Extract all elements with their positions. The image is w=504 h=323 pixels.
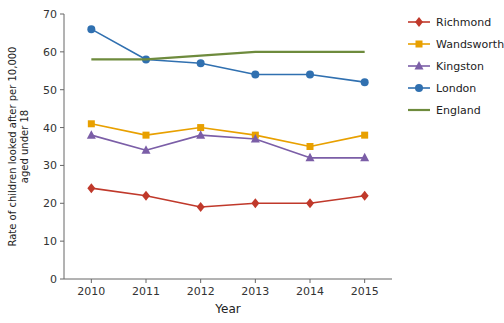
point	[251, 198, 259, 208]
point	[251, 71, 259, 79]
legend-label: London	[436, 82, 476, 95]
series	[91, 52, 364, 60]
line	[91, 135, 364, 158]
x-tick	[310, 279, 311, 283]
y-tick-label: 50	[43, 84, 57, 97]
legend-marker	[416, 41, 423, 48]
x-tick-label: 2011	[132, 285, 160, 298]
y-tick	[60, 89, 64, 90]
legend-label: Kingston	[436, 60, 484, 73]
x-tick	[91, 279, 92, 283]
y-tick	[60, 203, 64, 204]
legend-label: Richmond	[436, 16, 491, 29]
x-tick	[146, 279, 147, 283]
y-tick	[60, 51, 64, 52]
y-tick	[60, 127, 64, 128]
y-tick	[60, 165, 64, 166]
plot-area	[87, 25, 369, 212]
x-tick-label: 2010	[77, 285, 105, 298]
point	[306, 71, 314, 79]
point	[307, 143, 314, 150]
legend-label: Wandsworth	[436, 38, 504, 51]
x-tick	[200, 279, 201, 283]
line	[91, 29, 364, 82]
y-tick	[60, 279, 64, 280]
point	[87, 130, 96, 139]
x-tick	[255, 279, 256, 283]
point	[360, 153, 369, 162]
point	[306, 198, 314, 208]
x-tick	[364, 279, 365, 283]
y-axis-label: Rate of children looked after per 10,000…	[7, 47, 30, 247]
point	[361, 78, 369, 86]
y-tick	[60, 241, 64, 242]
axes: 0 10 20 30 40 50 60 70 2010 2011 2012 2013 2014 2015	[43, 8, 392, 298]
legend-marker	[415, 61, 424, 70]
x-tick-label: 2015	[351, 285, 379, 298]
legend-swatch	[408, 109, 430, 111]
x-tick-label: 2013	[241, 285, 269, 298]
line	[91, 124, 364, 147]
y-tick-label: 60	[43, 46, 57, 59]
y-tick	[60, 14, 64, 15]
point	[306, 153, 315, 162]
point	[142, 191, 150, 201]
series	[87, 183, 368, 212]
chart: 0 10 20 30 40 50 60 70 2010 2011 2012 2013 2014 2015 Y…	[0, 0, 504, 323]
point	[361, 191, 369, 201]
point	[143, 132, 150, 139]
y-tick-label: 20	[43, 197, 57, 210]
y-axis-line	[64, 14, 65, 279]
point	[197, 59, 205, 67]
line	[91, 52, 364, 60]
legend-marker	[415, 17, 423, 27]
y-tick-label: 0	[50, 273, 57, 286]
x-tick-label: 2012	[187, 285, 215, 298]
x-tick-label: 2014	[296, 285, 324, 298]
series	[87, 130, 369, 161]
point	[196, 130, 205, 139]
point	[197, 202, 205, 212]
series	[87, 25, 368, 86]
x-axis-label: Year	[214, 302, 240, 316]
point	[361, 132, 368, 139]
point	[87, 183, 95, 193]
point	[251, 134, 260, 143]
y-tick-label: 10	[43, 235, 57, 248]
point	[87, 25, 95, 33]
legend-label: England	[436, 104, 481, 117]
point	[88, 120, 95, 127]
point	[142, 145, 151, 154]
x-axis-line	[64, 279, 392, 280]
legend: Richmond Wandsworth Kingston London England	[408, 16, 504, 117]
y-tick-label: 40	[43, 122, 57, 135]
y-tick-label: 70	[43, 8, 57, 21]
y-tick-label: 30	[43, 159, 57, 172]
point	[197, 124, 204, 131]
line	[91, 188, 364, 207]
legend-marker	[415, 84, 423, 92]
